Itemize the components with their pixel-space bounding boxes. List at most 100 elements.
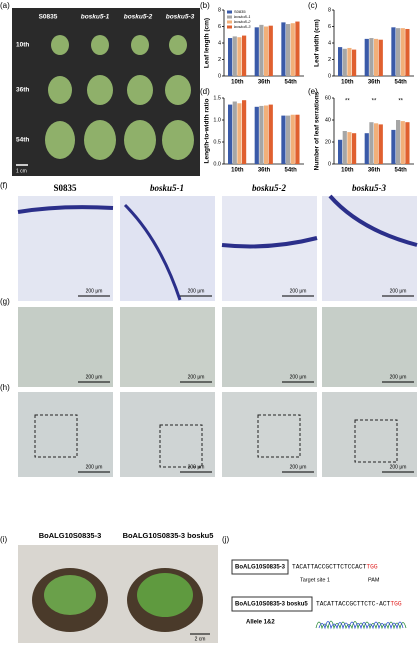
- legend-swatch: [227, 20, 232, 24]
- scale-bar-label: 200 μm: [390, 464, 407, 470]
- bar: [259, 24, 264, 77]
- bar: [254, 106, 259, 164]
- x-tick-label: 36th: [258, 168, 271, 174]
- bar: [237, 37, 242, 76]
- y-tick-label: 6: [218, 24, 221, 30]
- legend-label: S0835: [234, 9, 246, 14]
- y-tick-label: 0: [328, 161, 331, 167]
- genotype: bosku5-3: [352, 183, 387, 193]
- pam-label: PAM: [368, 577, 380, 583]
- bar: [369, 38, 374, 76]
- bar: [237, 103, 242, 164]
- y-axis-label: Length-to-width ratio: [204, 98, 211, 163]
- x-tick-label: 36th: [368, 80, 381, 86]
- bar: [396, 120, 401, 164]
- bar: [264, 105, 269, 164]
- x-tick-label: 10th: [341, 80, 354, 86]
- legend-label: bosku5-1: [234, 14, 250, 19]
- legend-label: bosku5-3: [234, 24, 251, 29]
- y-tick-label: 40: [325, 117, 331, 123]
- bar: [290, 23, 295, 76]
- stage: 54th: [16, 137, 29, 144]
- bar: [254, 27, 259, 76]
- stage: 10th: [16, 42, 29, 49]
- y-tick-label: 60: [325, 95, 331, 101]
- bar: [281, 115, 286, 164]
- significance: **: [372, 99, 377, 105]
- y-tick-label: 8: [328, 7, 331, 13]
- pam-sequence: TGG: [366, 564, 377, 571]
- genotype: BoALG10S0835-3: [235, 565, 286, 571]
- x-tick-label: 10th: [231, 168, 244, 174]
- genotype: bosku5-2: [124, 14, 153, 21]
- scale-bar-label: 200 μm: [188, 374, 205, 380]
- bar: [290, 114, 295, 164]
- y-tick-label: 6: [328, 24, 331, 30]
- genotype: BoALG10S0835-3 bosku5: [235, 602, 308, 608]
- sequence: TACATTACCGCTTCTC-ACT: [316, 601, 391, 608]
- bar: [347, 132, 352, 164]
- bar: [369, 122, 374, 164]
- y-tick-label: 4: [328, 40, 331, 46]
- bar: [391, 129, 396, 164]
- genotype: bosku5-1: [81, 14, 110, 21]
- scale-bar-label: 200 μm: [86, 374, 103, 380]
- y-tick-label: 8: [218, 7, 221, 13]
- label-box: [231, 596, 313, 612]
- genotype: BoALG10S0835-3 bosku5: [123, 531, 214, 540]
- panel-letter: (c): [308, 1, 318, 10]
- scale-bar-label: 200 μm: [390, 374, 407, 380]
- panel-letter: (h): [0, 383, 10, 392]
- bar: [232, 101, 237, 164]
- genotype: S0835: [39, 14, 58, 21]
- significance: **: [345, 99, 350, 105]
- significance: **: [398, 99, 403, 105]
- plant: [137, 573, 193, 617]
- scale-bar-label: 200 μm: [188, 464, 205, 470]
- y-tick-label: 4: [218, 40, 221, 46]
- x-tick-label: 10th: [341, 168, 354, 174]
- y-tick-label: 0: [218, 73, 221, 79]
- plant: [44, 575, 96, 615]
- sequence: TACATTACCGCTTCTCCACT: [292, 564, 367, 571]
- target-label: Target site 1: [300, 577, 330, 583]
- x-tick-label: 54th: [394, 168, 407, 174]
- x-tick-label: 36th: [258, 80, 271, 86]
- bar: [268, 25, 273, 76]
- x-tick-label: 36th: [368, 168, 381, 174]
- y-tick-label: 1.0: [213, 117, 221, 123]
- scale-bar-label: 200 μm: [290, 288, 307, 294]
- legend-swatch: [227, 10, 232, 14]
- bar: [286, 115, 291, 164]
- bar: [281, 22, 286, 76]
- scale-bar-label: 200 μm: [188, 288, 205, 294]
- leaf-shapes: [45, 35, 194, 160]
- bar: [338, 47, 343, 76]
- y-tick-label: 20: [325, 139, 331, 145]
- y-tick-label: 0.0: [213, 161, 221, 167]
- bar: [364, 38, 369, 76]
- bar: [264, 26, 269, 76]
- bar: [228, 38, 233, 76]
- y-tick-label: 2: [328, 57, 331, 63]
- bar: [352, 133, 357, 164]
- bar: [400, 28, 405, 76]
- y-tick-label: 0.5: [213, 139, 221, 145]
- stage: 36th: [16, 87, 29, 94]
- legend-swatch: [227, 25, 232, 29]
- scale-bar-label: 200 μm: [86, 288, 103, 294]
- genotype: bosku5-2: [252, 183, 287, 193]
- x-tick-label: 54th: [284, 80, 297, 86]
- y-axis-label: Number of leaf serrations: [314, 91, 321, 170]
- legend-swatch: [227, 15, 232, 19]
- bar: [378, 124, 383, 164]
- legend-label: bosku5-2: [234, 19, 251, 24]
- bar: [405, 122, 410, 164]
- bar: [228, 104, 233, 164]
- y-axis-label: Leaf length (cm): [204, 18, 211, 68]
- scale-bar-label: 200 μm: [290, 374, 307, 380]
- bar: [364, 133, 369, 164]
- bar: [342, 131, 347, 164]
- bar: [378, 39, 383, 76]
